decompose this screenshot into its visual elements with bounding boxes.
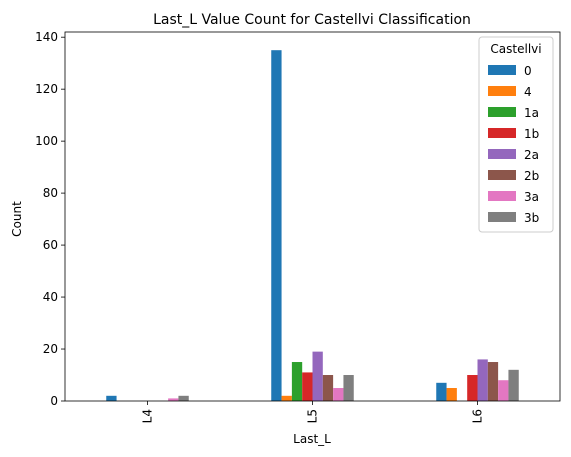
legend-title: Castellvi <box>490 42 541 56</box>
legend-label-1b: 1b <box>524 127 539 141</box>
y-tick-label: 80 <box>43 186 58 200</box>
bar-3a-L6 <box>498 380 509 401</box>
bar-3a-L5 <box>333 388 344 401</box>
plot-area <box>64 31 561 402</box>
y-tick-label: 140 <box>35 30 58 44</box>
bar-1b-L5 <box>302 372 313 401</box>
bar-2a-L5 <box>312 351 323 401</box>
legend-swatch-1b <box>488 128 516 138</box>
bar-3b-L4 <box>178 395 189 401</box>
legend-swatch-3a <box>488 191 516 201</box>
legend-swatch-3b <box>488 212 516 222</box>
bar-0-L6 <box>436 382 447 401</box>
legend-label-2b: 2b <box>524 169 539 183</box>
legend-label-0: 0 <box>524 64 532 78</box>
legend-label-3a: 3a <box>524 190 539 204</box>
legend-label-2a: 2a <box>524 148 539 162</box>
y-tick-label: 120 <box>35 82 58 96</box>
chart-title: Last_L Value Count for Castellvi Classif… <box>153 12 471 28</box>
bar-3b-L6 <box>508 369 519 401</box>
x-tick-label: L4 <box>141 409 155 423</box>
bar-0-L5 <box>271 50 282 401</box>
bar-3b-L5 <box>343 375 354 401</box>
legend-swatch-2b <box>488 170 516 180</box>
bar-4-L5 <box>281 395 292 401</box>
bar-1b-L6 <box>467 375 478 401</box>
x-tick-label: L5 <box>306 409 320 423</box>
y-tick-label: 20 <box>43 342 58 356</box>
bar-2b-L5 <box>322 375 334 401</box>
legend-label-1a: 1a <box>524 106 539 120</box>
legend-swatch-1a <box>488 107 516 117</box>
legend-swatch-4 <box>488 86 516 96</box>
x-axis-label: Last_L <box>293 432 331 446</box>
y-tick-label: 100 <box>35 134 58 148</box>
bar-3a-L4 <box>168 398 179 401</box>
x-axis: L4 L5 L6 <box>141 401 485 423</box>
y-axis: 0 20 40 60 80 100 120 140 <box>35 30 65 408</box>
legend-label-3b: 3b <box>524 211 539 225</box>
x-tick-label: L6 <box>471 409 485 423</box>
bar-0-L4 <box>106 395 117 401</box>
bar-2a-L6 <box>477 359 488 401</box>
bar-1a-L5 <box>291 362 303 401</box>
legend-label-4: 4 <box>524 85 532 99</box>
y-axis-label: Count <box>10 201 24 237</box>
bar-2b-L6 <box>487 362 499 401</box>
legend: Castellvi 0 4 1a 1b 2a 2b 3a 3b <box>478 36 554 233</box>
legend-swatch-0 <box>488 65 516 75</box>
y-tick-label: 40 <box>43 290 58 304</box>
y-tick-label: 60 <box>43 238 58 252</box>
legend-swatch-2a <box>488 149 516 159</box>
bar-4-L6 <box>446 388 457 401</box>
y-tick-label: 0 <box>50 394 58 408</box>
